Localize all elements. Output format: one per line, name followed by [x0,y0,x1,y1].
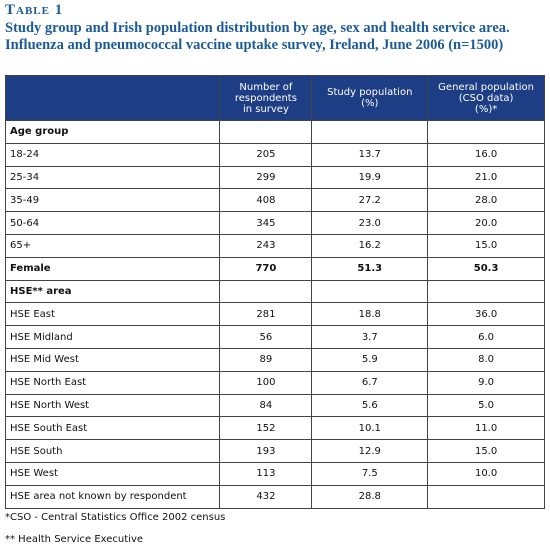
footnote: *CSO - Central Statistics Office 2002 ce… [5,512,226,523]
number-cell: 36.0 [427,302,545,327]
row-label: HSE** area [4,279,221,304]
row-label: HSE Midland [4,325,221,349]
row-label: HSE North West [4,393,221,418]
number-cell [311,120,429,144]
number-cell: 56 [219,325,313,349]
table-row: HSE South East 152 10.1 11.0 [4,416,545,441]
row-label: 25-34 [4,165,221,190]
number-cell: 21.0 [427,165,545,190]
row-label: 50-64 [4,211,221,235]
column-header [4,75,221,121]
number-cell: 13.7 [311,142,429,167]
number-cell [427,484,545,509]
column-header: Number of respondents in survey [219,75,313,121]
number-cell: 23.0 [311,211,429,235]
table-row: HSE East 281 18.8 36.0 [4,302,545,327]
number-cell: 12.9 [311,439,429,463]
number-cell: 28.0 [427,188,545,213]
data-table: Number of respondents in survey Study pop… [4,75,545,509]
number-cell: 281 [219,302,313,327]
table-row: HSE North West 84 5.6 5.0 [4,393,545,418]
number-cell: 5.6 [311,393,429,418]
number-cell: 84 [219,393,313,418]
number-cell: 19.9 [311,165,429,190]
table-row: 25-34 299 19.9 21.0 [4,165,545,190]
number-cell: 152 [219,416,313,441]
number-cell: 20.0 [427,211,545,235]
number-cell: 16.2 [311,233,429,258]
number-cell: 113 [219,461,313,486]
number-cell: 27.2 [311,188,429,213]
number-cell: 5.0 [427,393,545,418]
table-row: HSE North East 100 6.7 9.0 [4,370,545,395]
number-cell: 345 [219,211,313,235]
row-label: HSE South East [4,416,221,441]
row-label: HSE North East [4,370,221,395]
table-row: Female 770 51.3 50.3 [4,256,545,281]
table-row: Age group [4,120,545,144]
header-row: Number of respondents in survey Study pop… [4,75,545,121]
number-cell [311,279,429,304]
number-cell: 770 [219,256,313,281]
number-cell: 7.5 [311,461,429,486]
number-cell [427,279,545,304]
table-row: HSE** area [4,279,545,304]
number-cell [219,279,313,304]
table-row: 35-49 408 27.2 28.0 [4,188,545,213]
table-row: HSE West 113 7.5 10.0 [4,461,545,486]
column-header: General population (CSO data) (%)* [427,75,545,121]
number-cell: 193 [219,439,313,463]
number-cell: 50.3 [427,256,545,281]
table-row: HSE Midland 56 3.7 6.0 [4,325,545,349]
number-cell: 100 [219,370,313,395]
number-cell: 6.0 [427,325,545,349]
footnote: ** Health Service Executive [5,534,144,545]
row-label: 65+ [4,233,221,258]
number-cell: 8.0 [427,347,545,372]
number-cell: 16.0 [427,142,545,167]
row-label: 35-49 [4,188,221,213]
number-cell: 5.9 [311,347,429,372]
number-cell: 9.0 [427,370,545,395]
number-cell: 10.1 [311,416,429,441]
table-row: HSE South 193 12.9 15.0 [4,439,545,463]
number-cell: 299 [219,165,313,190]
table-label: Table 1 [5,2,64,18]
number-cell [427,120,545,144]
number-cell: 89 [219,347,313,372]
row-label: HSE West [4,461,221,486]
number-cell [219,120,313,144]
row-label: HSE Mid West [4,347,221,372]
number-cell: 3.7 [311,325,429,349]
number-cell: 11.0 [427,416,545,441]
table-row: 18-24 205 13.7 16.0 [4,142,545,167]
number-cell: 18.8 [311,302,429,327]
number-cell: 15.0 [427,233,545,258]
row-label: 18-24 [4,142,221,167]
table-title: Study group and Irish population distrib… [5,20,510,53]
number-cell: 51.3 [311,256,429,281]
number-cell: 28.8 [311,484,429,509]
number-cell: 6.7 [311,370,429,395]
table-row: 50-64 345 23.0 20.0 [4,211,545,235]
table-row: HSE area not known by respondent 432 28.8 [4,484,545,509]
row-label: Female [4,256,221,281]
number-cell: 408 [219,188,313,213]
table-row: 65+ 243 16.2 15.0 [4,233,545,258]
row-label: HSE East [4,302,221,327]
column-header: Study population (%) [311,75,429,121]
number-cell: 243 [219,233,313,258]
row-label: HSE South [4,439,221,463]
table-row: HSE Mid West 89 5.9 8.0 [4,347,545,372]
row-label: HSE area not known by respondent [4,484,221,509]
number-cell: 10.0 [427,461,545,486]
row-label: Age group [4,120,221,144]
number-cell: 205 [219,142,313,167]
number-cell: 432 [219,484,313,509]
number-cell: 15.0 [427,439,545,463]
